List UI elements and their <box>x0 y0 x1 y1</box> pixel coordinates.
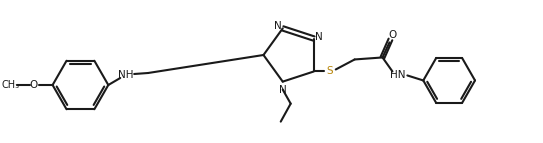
Text: N: N <box>274 21 282 31</box>
Text: S: S <box>326 66 333 77</box>
Text: N: N <box>279 85 287 95</box>
Text: CH₃: CH₃ <box>2 80 20 90</box>
Text: HN: HN <box>390 70 405 81</box>
Text: NH: NH <box>118 70 134 80</box>
Text: O: O <box>29 80 38 90</box>
Text: N: N <box>315 32 323 42</box>
Text: O: O <box>388 30 396 40</box>
